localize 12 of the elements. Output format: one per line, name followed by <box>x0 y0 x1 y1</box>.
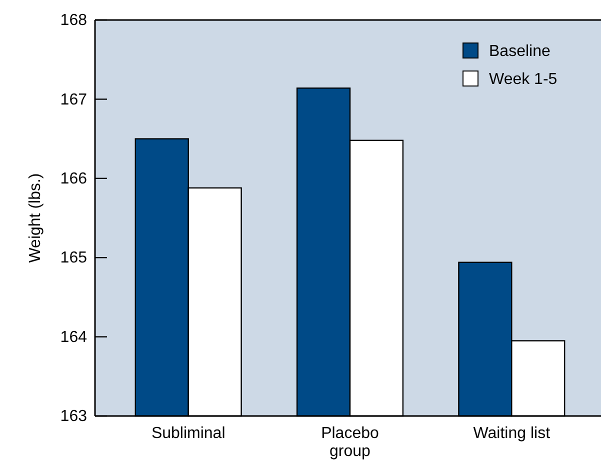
y-tick-label: 164 <box>60 328 88 346</box>
x-tick-label: Waiting list <box>473 425 551 442</box>
y-tick-label: 165 <box>60 250 88 267</box>
legend-label: Baseline <box>489 43 550 60</box>
y-tick-label: 168 <box>60 12 88 30</box>
x-tick-label: Placebo group <box>321 425 380 460</box>
legend-label: Week 1-5 <box>489 71 558 88</box>
y-axis-title: Weight (lbs.) <box>27 173 44 263</box>
y-tick-label: 166 <box>60 170 88 188</box>
y-tick-label: 167 <box>60 91 88 108</box>
y-tick-label: 163 <box>60 408 88 426</box>
x-tick-label: Subliminal <box>151 425 226 442</box>
